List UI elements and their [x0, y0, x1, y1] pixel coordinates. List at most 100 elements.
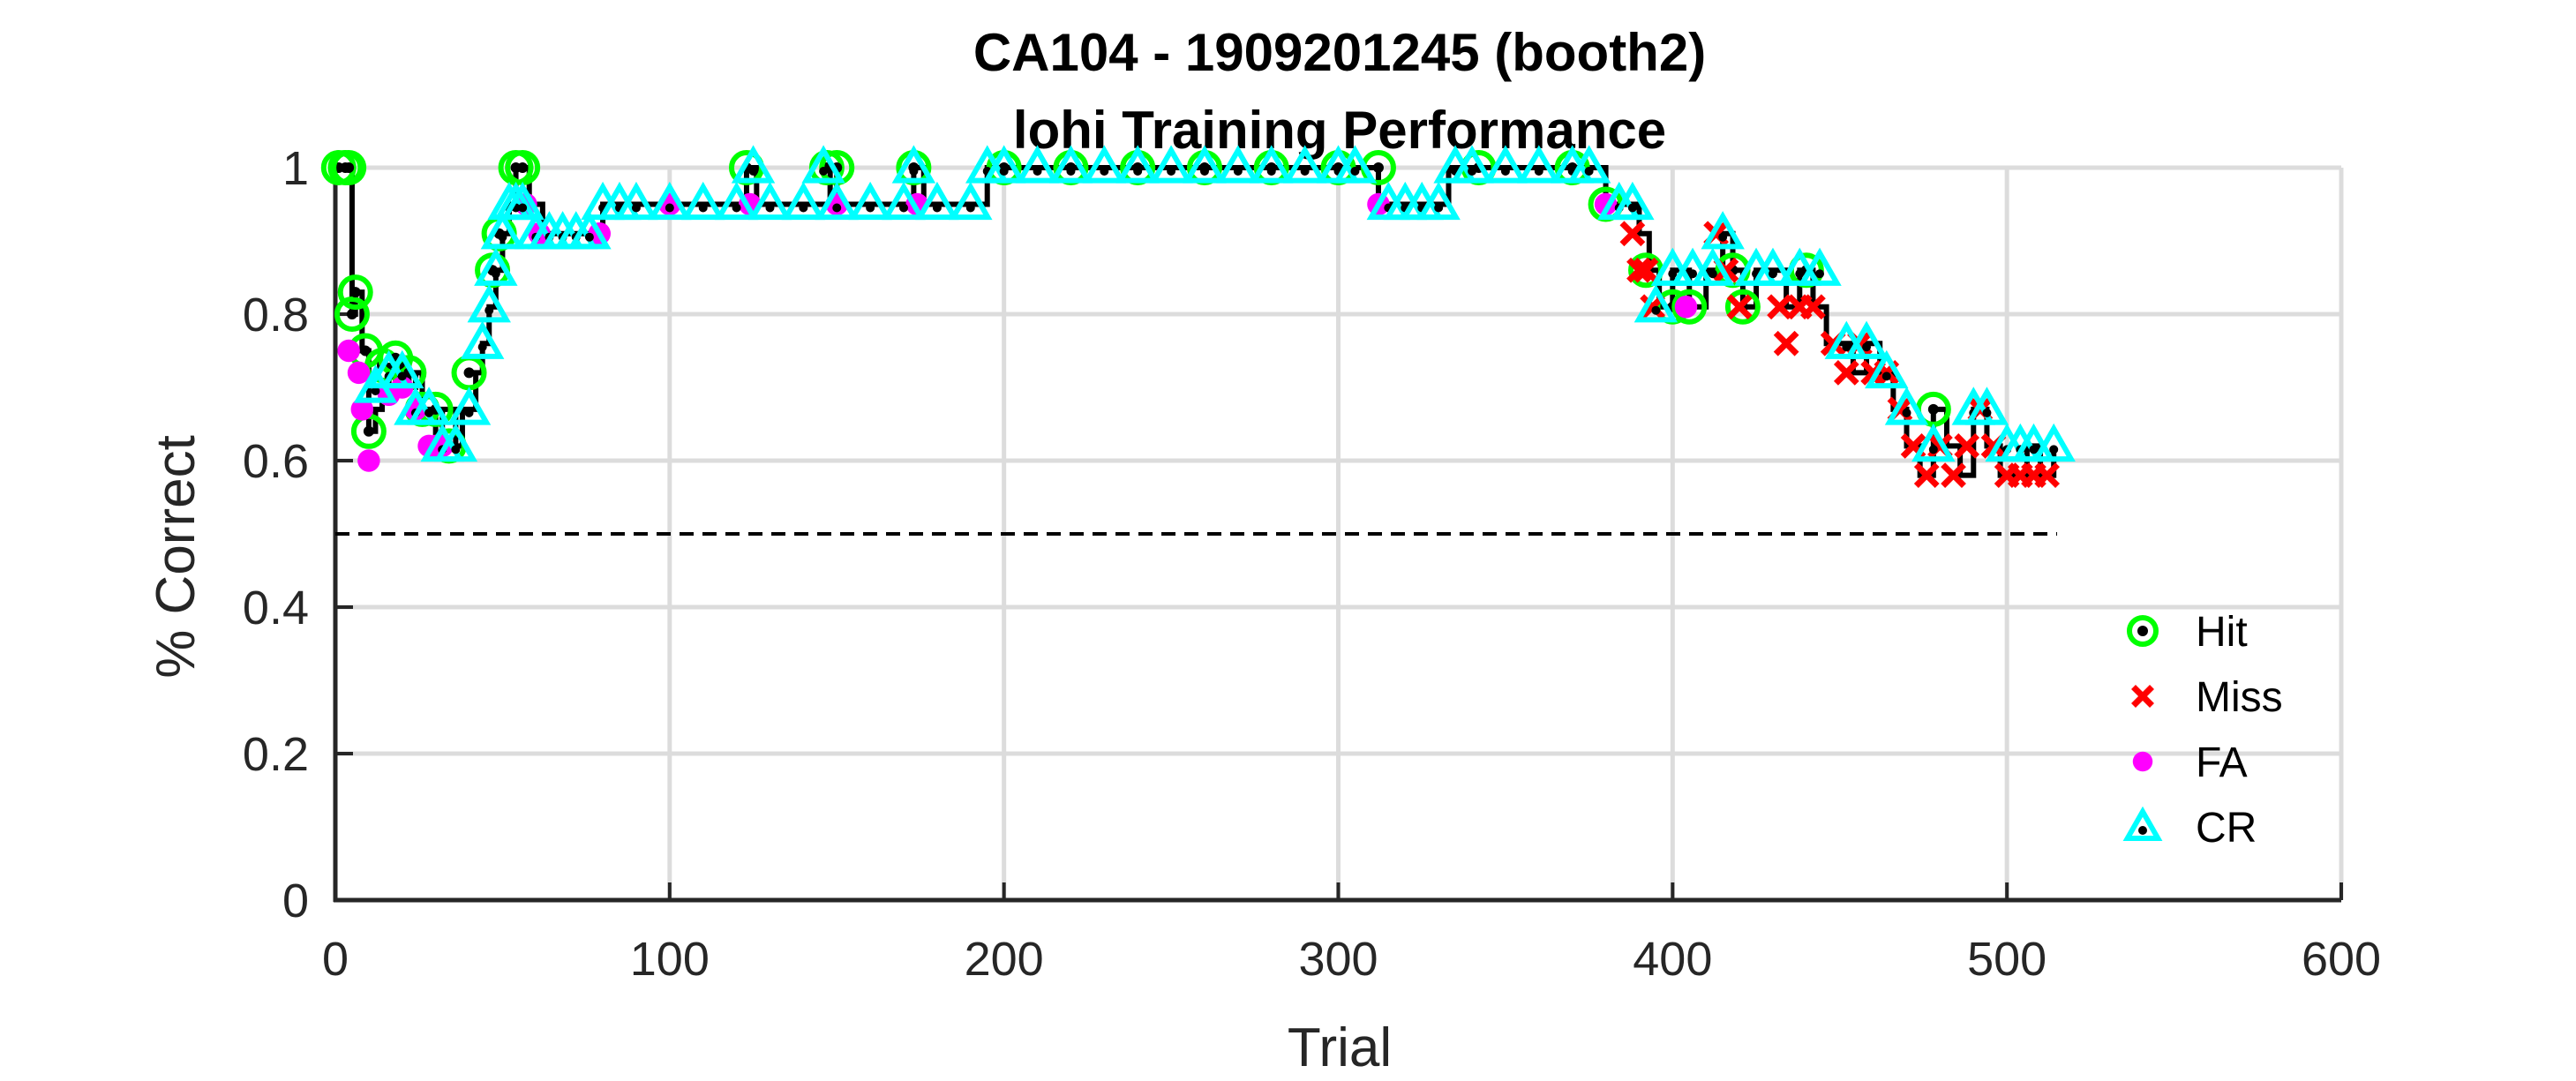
cr-marker — [882, 181, 926, 221]
cr-marker — [1865, 349, 1909, 389]
fa-marker — [1674, 295, 1698, 319]
cr-marker-center — [1842, 342, 1851, 352]
cr-marker — [2032, 423, 2076, 462]
cr-marker-center — [819, 167, 829, 176]
cr-marker — [447, 387, 492, 425]
hit-marker-center — [360, 345, 372, 357]
x-axis-label: Trial — [1288, 1017, 1392, 1078]
hit-marker-center — [363, 425, 374, 437]
y-tick-label: 0.2 — [243, 728, 309, 781]
hit-marker-center — [517, 162, 529, 173]
cr-marker — [747, 181, 792, 221]
cr-marker-center — [1350, 167, 1360, 176]
cr-marker — [1751, 247, 1795, 286]
cr-marker — [1633, 284, 1679, 323]
cr-marker — [1115, 145, 1160, 184]
cr-marker-center — [1815, 269, 1825, 279]
cr-marker-center — [1033, 167, 1042, 176]
x-stroke-2 — [1713, 257, 1739, 283]
cr-marker — [1282, 145, 1327, 184]
cr-marker-center — [999, 167, 1009, 176]
cr-marker-center — [1434, 203, 1444, 213]
cr-marker — [981, 145, 1026, 184]
x-tick-label: 100 — [630, 933, 710, 986]
cr-marker — [433, 423, 478, 462]
x-stroke-2 — [1626, 257, 1652, 283]
hit-marker — [1724, 289, 1761, 325]
miss-marker — [1773, 330, 1799, 357]
cr-marker-center — [1982, 408, 1992, 417]
miss-marker — [1767, 294, 1792, 320]
hit-marker-center — [1372, 162, 1384, 173]
cr-marker — [1048, 145, 1093, 184]
cr-marker-center — [371, 387, 380, 395]
x-stroke-2 — [2131, 685, 2154, 708]
hit-marker — [331, 150, 367, 185]
cr-marker-center — [1768, 269, 1777, 279]
legend-miss-marker — [2131, 685, 2154, 708]
cr-marker — [781, 181, 826, 221]
legend-label: Miss — [2196, 674, 2283, 721]
chart-title: CA104 - 1909201245 (booth2) lohi Trainin… — [973, 23, 1706, 160]
cr-marker-center — [1300, 167, 1310, 176]
cr-marker — [380, 349, 424, 389]
cr-marker-center — [1534, 167, 1543, 176]
hit-marker-center — [463, 367, 475, 379]
x-stroke-2 — [1833, 360, 1859, 386]
legend-item-hit: Hit — [2127, 609, 2248, 656]
cr-marker — [1517, 145, 1561, 184]
cr-marker-center — [799, 203, 808, 213]
title-line-1: CA104 - 1909201245 (booth2) — [973, 23, 1706, 82]
fa-marker — [350, 398, 374, 421]
cr-marker-center — [464, 408, 474, 417]
cr-marker — [1483, 145, 1528, 184]
cr-marker-center — [484, 305, 494, 315]
cr-marker — [1183, 145, 1227, 184]
cr-marker — [1911, 423, 1956, 462]
cr-marker-center — [698, 203, 708, 213]
cr-marker — [460, 320, 505, 359]
hit-marker — [337, 274, 373, 311]
legend-fa-marker — [2132, 751, 2153, 772]
cr-marker-center — [1100, 167, 1109, 176]
fa-marker — [347, 361, 371, 385]
y-axis-label: % Correct — [146, 435, 207, 679]
hit-marker — [1671, 289, 1708, 325]
cr-marker-center — [1651, 305, 1661, 315]
legend: Hit Miss FA CR — [2122, 609, 2283, 852]
x-stroke-2 — [1900, 433, 1926, 459]
cr-marker-center — [909, 167, 919, 176]
x-stroke-2 — [1619, 221, 1646, 247]
cr-marker-center — [748, 167, 758, 176]
miss-marker — [1726, 294, 1753, 320]
cr-marker-center — [397, 372, 407, 381]
cr-marker — [1701, 211, 1745, 250]
legend-cr-marker-center — [2138, 826, 2147, 835]
legend-label: Hit — [2196, 609, 2248, 656]
cr-marker-center — [1881, 372, 1891, 381]
cr-marker-center — [1902, 408, 1911, 417]
cr-marker — [714, 181, 759, 221]
legend-cr-marker — [2122, 806, 2163, 841]
x-tick-label: 0 — [322, 933, 349, 986]
cr-marker-center — [1718, 232, 1728, 242]
legend-hit-marker — [2127, 615, 2159, 647]
x-stroke-2 — [1954, 433, 1980, 459]
cr-marker — [801, 145, 845, 184]
cr-marker-center — [1133, 167, 1143, 176]
cr-marker-center — [491, 269, 500, 279]
hit-marker — [334, 297, 370, 332]
cr-marker — [1611, 181, 1655, 221]
legend-item-cr: CR — [2122, 805, 2257, 852]
cr-marker — [500, 181, 544, 221]
cr-marker — [1015, 145, 1060, 184]
cr-marker — [567, 211, 612, 250]
y-tick-label: 0 — [282, 875, 309, 927]
cr-marker — [848, 181, 892, 221]
cr-marker-center — [665, 203, 674, 213]
cr-marker-center — [518, 203, 528, 213]
cr-marker-center — [584, 232, 594, 242]
series-cr — [353, 145, 2076, 462]
trial-markers — [320, 145, 2076, 488]
